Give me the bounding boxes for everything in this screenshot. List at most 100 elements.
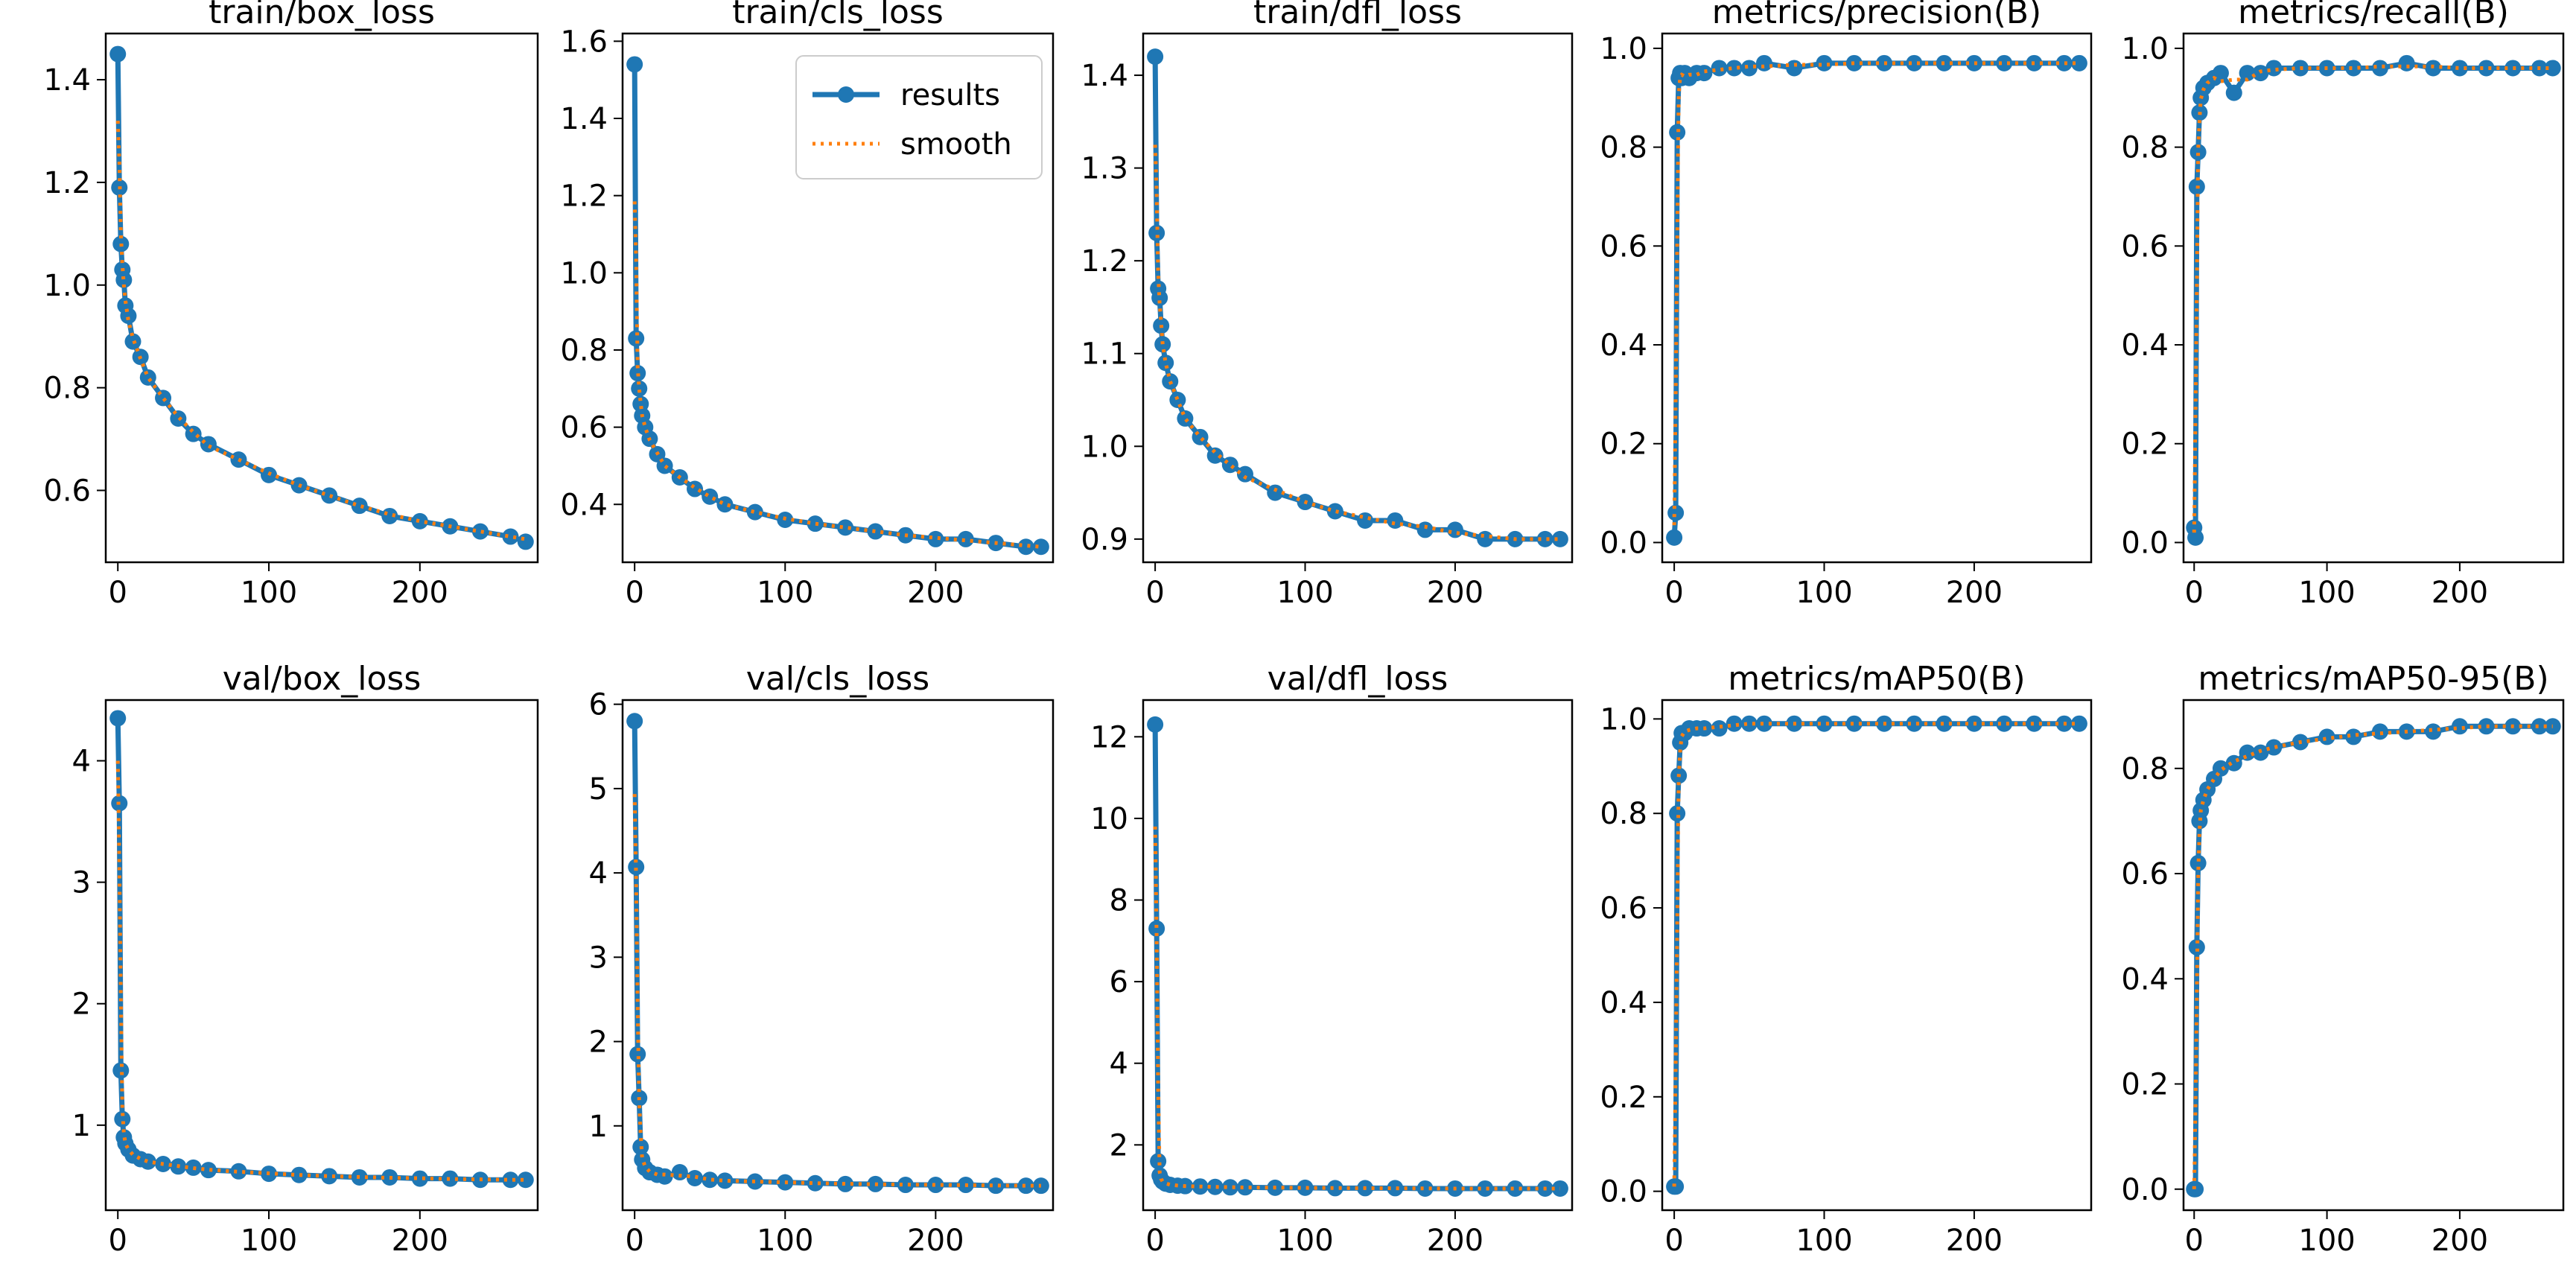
results-point: [1669, 805, 1686, 822]
x-tick-label: 100: [757, 576, 813, 610]
y-tick-label: 0.8: [2121, 752, 2169, 786]
results-point: [702, 1171, 719, 1189]
chart-title: val/box_loss: [223, 660, 422, 698]
results-point: [2026, 715, 2043, 732]
y-tick-label: 0.4: [1600, 986, 1647, 1020]
x-tick-label: 0: [108, 1224, 127, 1258]
results-point: [2212, 65, 2229, 82]
results-point: [957, 530, 974, 547]
axes-frame: [1142, 32, 1574, 564]
x-tick-label: 0: [108, 576, 127, 610]
chart-panel-2: train/cls_loss 0 100 200 0.4 0.6 0.8 1.0 1.2 1.4 1…: [560, 0, 1055, 610]
results-point: [109, 45, 127, 63]
x-tick-label: 200: [1427, 576, 1483, 610]
results-point: [1387, 1180, 1404, 1197]
results-point: [2239, 65, 2256, 82]
y-tick-label: 1.2: [43, 166, 91, 200]
results-point: [2189, 144, 2207, 161]
results-point: [1326, 1180, 1343, 1197]
axes-frame: [621, 699, 1055, 1212]
results-point: [867, 523, 884, 540]
results-point: [1786, 60, 1803, 77]
results-point: [702, 488, 719, 505]
results-point: [1416, 521, 1434, 538]
y-tick-label: 0.8: [43, 372, 91, 406]
results-point: [139, 369, 156, 386]
y-tick-label: 6: [589, 688, 608, 722]
results-point: [687, 480, 704, 497]
results-point: [2070, 54, 2087, 71]
results-series-line: [115, 718, 526, 1183]
results-point: [1740, 715, 1758, 732]
y-tick-label: 8: [1110, 884, 1128, 918]
results-point: [2345, 60, 2362, 77]
results-point: [1740, 60, 1758, 77]
results-series-line: [115, 54, 527, 544]
results-point: [1906, 715, 1923, 732]
results-point: [1477, 1180, 1494, 1197]
y-tick-label: 1.1: [1081, 337, 1128, 372]
y-tick-label: 0.8: [560, 334, 608, 368]
results-point: [1157, 354, 1174, 372]
y-tick-label: 4: [1110, 1047, 1128, 1081]
results-point: [2478, 60, 2495, 77]
x-tick-label: 0: [1664, 1224, 1683, 1258]
y-tick-label: 0.0: [1600, 526, 1647, 560]
y-tick-label: 1.0: [560, 256, 608, 290]
y-tick-label: 1: [72, 1109, 91, 1143]
x-tick-label: 200: [1427, 1224, 1483, 1258]
results-point: [1169, 392, 1186, 409]
results-point: [502, 1171, 519, 1189]
chart-title: val/dfl_loss: [1268, 660, 1448, 698]
results-point: [807, 1174, 824, 1192]
smooth-series-line: [1153, 144, 1560, 541]
results-point: [2345, 728, 2362, 745]
y-tick-label: 12: [1090, 720, 1128, 754]
results-point: [1221, 457, 1238, 474]
results-point: [687, 1169, 704, 1186]
results-point: [1816, 715, 1833, 732]
results-point: [1726, 715, 1743, 732]
axes-frame: [2182, 32, 2565, 564]
x-tick-label: 0: [625, 1224, 643, 1258]
smooth-series-line: [1672, 722, 2079, 1187]
y-tick-label: 1.4: [560, 102, 608, 136]
axes-frame: [104, 32, 539, 564]
y-tick-label: 0.6: [560, 411, 608, 445]
x-tick-label: 0: [1664, 576, 1683, 610]
y-tick-label: 0.2: [1600, 1081, 1647, 1115]
results-point: [988, 1177, 1005, 1195]
results-point: [517, 533, 534, 550]
y-tick-label: 0.4: [2121, 328, 2169, 363]
results-point: [1147, 48, 1164, 66]
smooth-series-line: [115, 760, 526, 1182]
results-point: [321, 487, 338, 504]
results-point: [1017, 1177, 1034, 1195]
results-point: [1696, 65, 1713, 82]
x-tick-label: 100: [241, 1224, 297, 1258]
results-point: [1206, 1178, 1224, 1195]
chart-panel-6: val/box_loss 0 100 200 1 2 3 4: [72, 660, 539, 1258]
x-tick-label: 100: [2298, 1224, 2355, 1258]
y-tick-label: 1.2: [1081, 244, 1128, 279]
results-series-line: [2192, 723, 2553, 1192]
results-point: [200, 436, 217, 453]
results-point: [656, 1168, 673, 1185]
y-tick-label: 2: [1110, 1128, 1128, 1163]
y-tick-label: 1.3: [1081, 152, 1128, 186]
results-point: [1148, 224, 1165, 241]
x-tick-label: 200: [2432, 1224, 2488, 1258]
results-point: [109, 710, 127, 727]
y-tick-label: 2: [72, 988, 91, 1022]
results-point: [927, 1177, 944, 1194]
results-point: [1236, 1179, 1253, 1196]
y-tick-label: 1.0: [43, 269, 91, 303]
results-point: [1206, 447, 1224, 464]
results-point: [442, 1170, 459, 1187]
results-series-line: [1152, 57, 1560, 542]
y-tick-label: 5: [589, 772, 608, 807]
results-point: [626, 713, 643, 730]
y-tick-label: 1.0: [1600, 32, 1647, 66]
results-point: [2318, 728, 2335, 745]
results-point: [2239, 744, 2256, 761]
